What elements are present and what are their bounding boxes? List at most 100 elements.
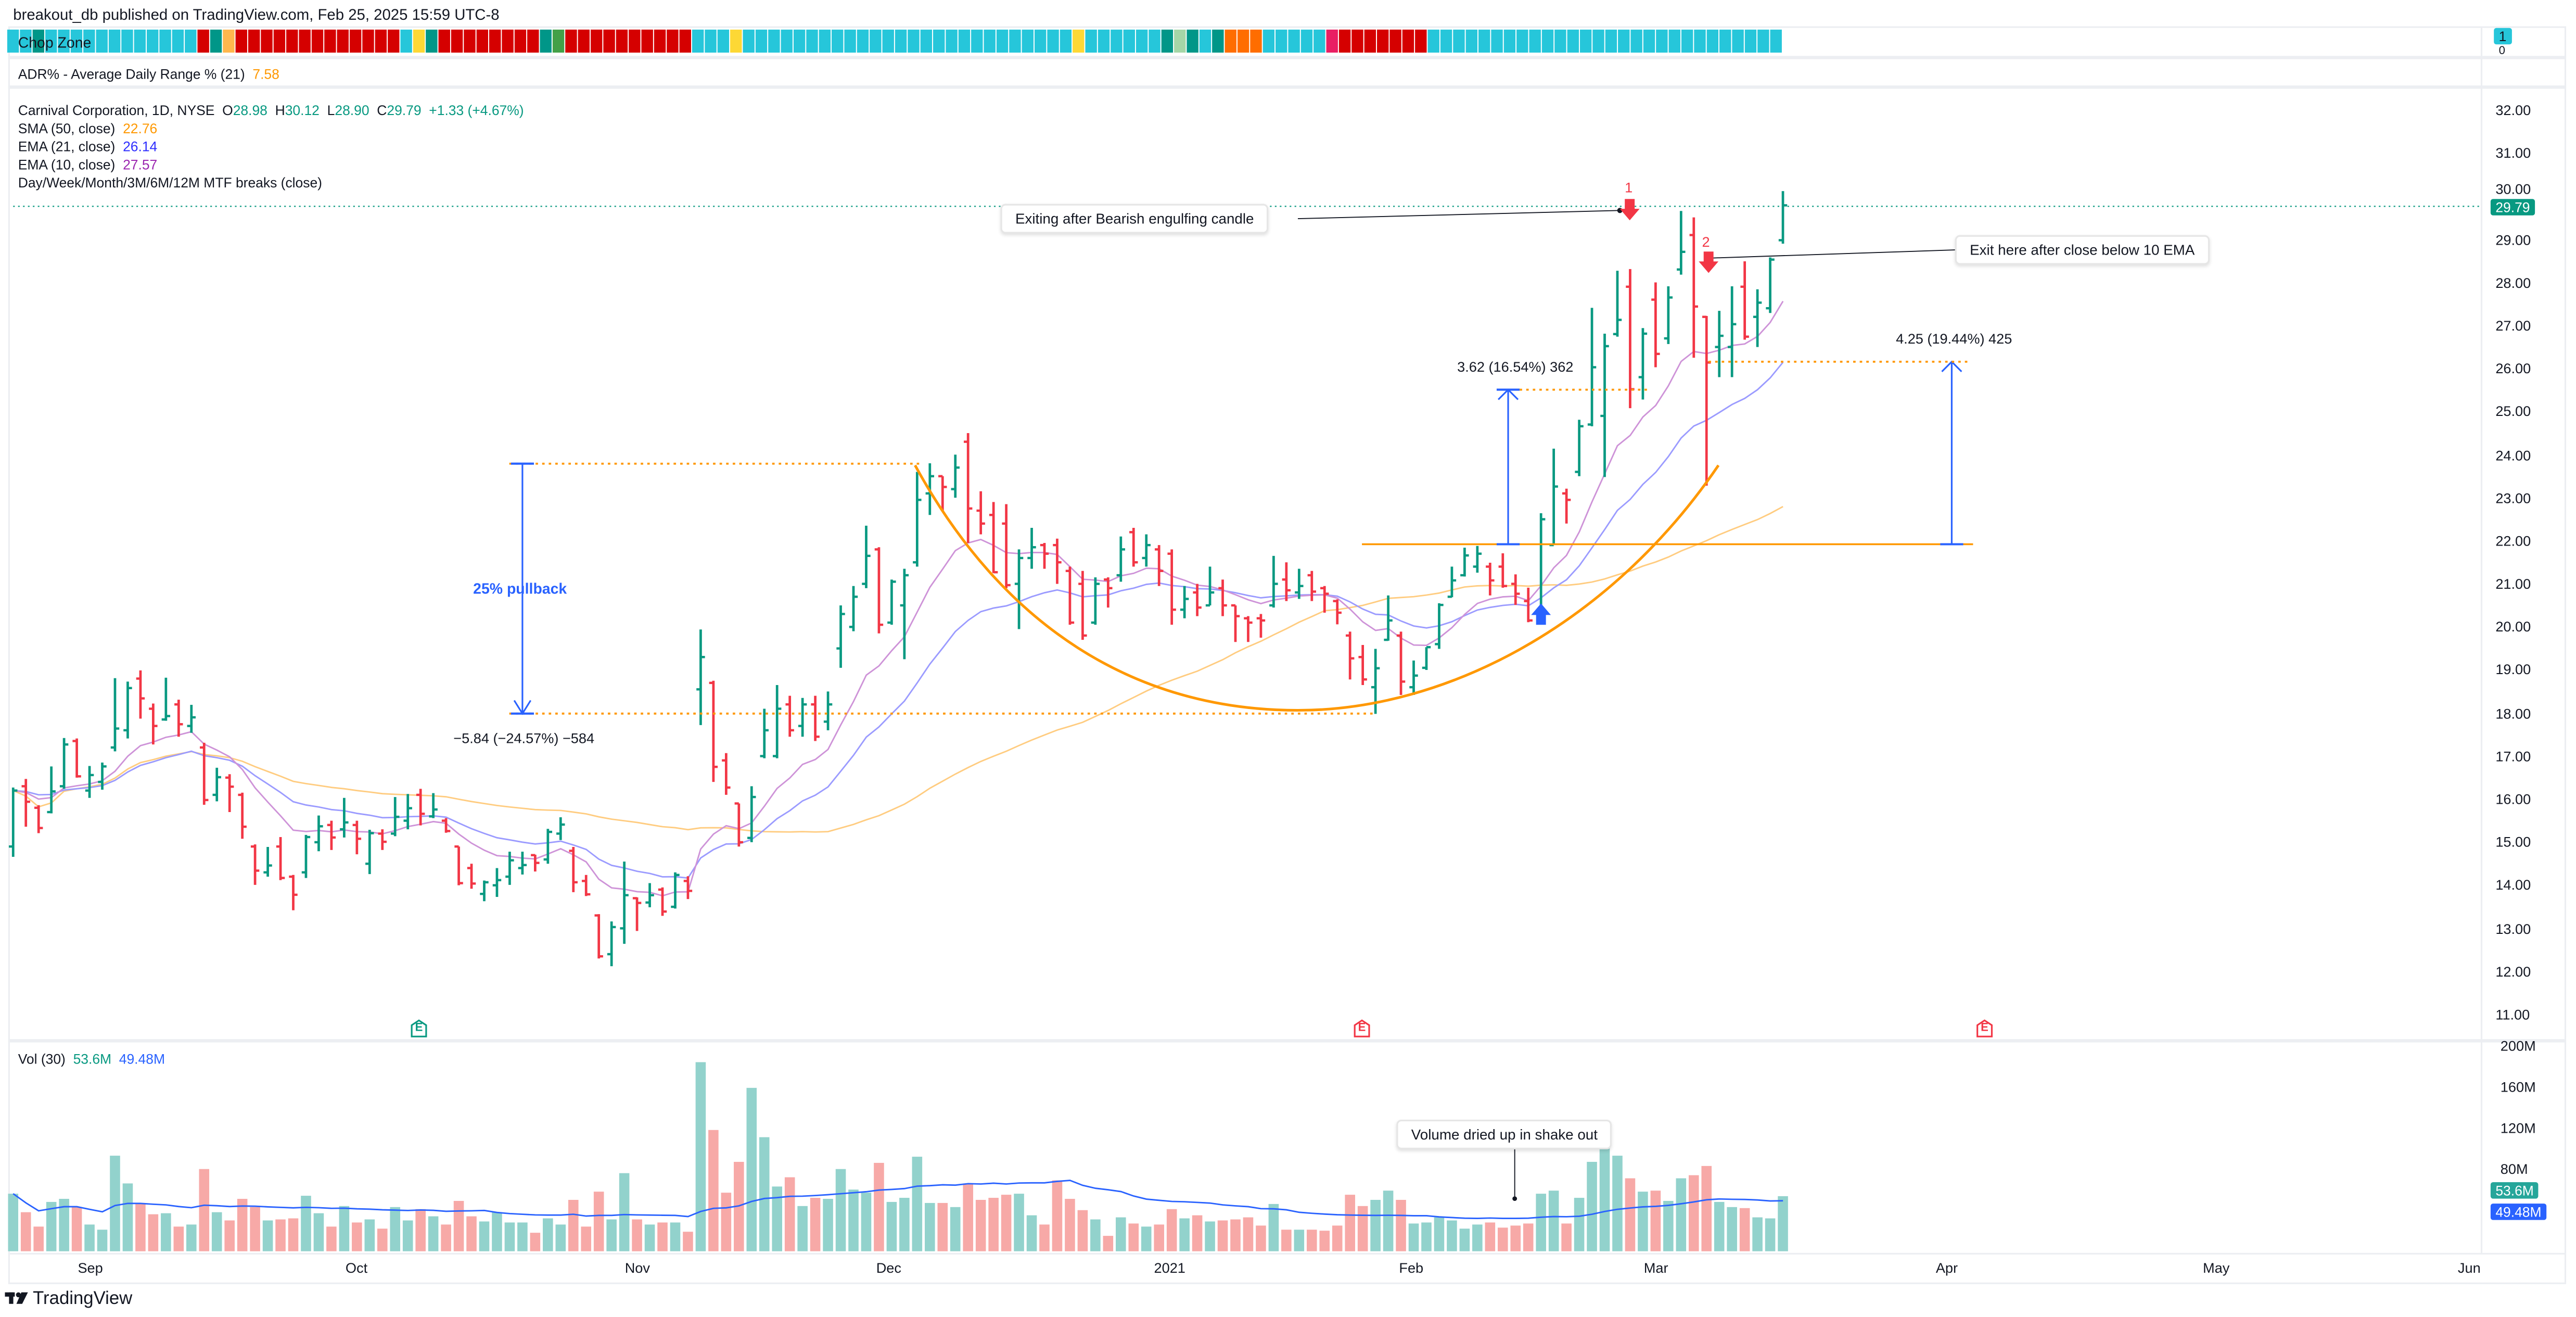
ema10-legend[interactable]: EMA (10, close) 27.57 [18, 156, 158, 173]
chop-zone-cell [1326, 29, 1338, 53]
chop-zone-cell [705, 29, 717, 53]
ohlc-bar [518, 852, 527, 875]
earnings-marker-icon[interactable]: E [411, 1019, 427, 1037]
chop-zone-cell [1656, 29, 1668, 53]
ohlc-bar [582, 875, 591, 896]
volume-bar [211, 1212, 222, 1251]
chop-zone-cell [1516, 29, 1528, 53]
chop-zone-cell [197, 29, 209, 53]
ohlc-bar [1104, 577, 1113, 608]
ohlc-bar [874, 547, 884, 634]
ohlc-bar [1078, 571, 1087, 640]
ohlc-bar [1753, 289, 1762, 347]
chop-zone-cell [565, 29, 577, 53]
ohlc-bar [276, 837, 285, 880]
volume-bar [657, 1222, 668, 1251]
chop-zone-cell [185, 29, 197, 53]
volume-axis-label: 160M [2500, 1079, 2536, 1095]
ohlc-bar [238, 792, 247, 839]
exit-1-arrow-icon [1619, 199, 1640, 221]
price-axis-label: 24.00 [2495, 446, 2531, 463]
volume-bar [148, 1214, 159, 1251]
earnings-marker-icon[interactable]: E [1354, 1019, 1370, 1037]
measure-1[interactable] [1496, 388, 1651, 546]
chop-zone-cell [920, 29, 933, 53]
volume-bar [1485, 1222, 1496, 1251]
ohlc-bar [110, 678, 120, 752]
volume-bar [1319, 1231, 1330, 1251]
ohlc-bar [72, 738, 81, 778]
chop-zone-cell [1618, 29, 1630, 53]
ohlc-bar [1091, 577, 1100, 625]
ohlc-bar [671, 872, 680, 909]
measure-2[interactable] [1708, 360, 1968, 546]
pullback-arrow-head [513, 700, 532, 715]
pullback-measure-label: −5.84 (−24.57%) −584 [453, 730, 595, 747]
pane-divider[interactable] [8, 1039, 2567, 1043]
chop-zone-cell [1276, 29, 1287, 53]
volume-bar [1574, 1198, 1585, 1251]
chop-zone-cell [349, 29, 362, 53]
volume-bar [186, 1224, 197, 1251]
volume-bar [1357, 1206, 1368, 1251]
chop-zone-cell [717, 29, 730, 53]
volume-bar [1370, 1199, 1381, 1251]
exit-1-callout[interactable]: Exiting after Bearish engulfing candle [1000, 204, 1269, 234]
chop-zone-cell [223, 29, 235, 53]
adr-legend[interactable]: ADR% - Average Daily Range % (21) 7.58 [18, 66, 279, 84]
volume-bar [1497, 1227, 1508, 1251]
volume-bar [1701, 1166, 1712, 1251]
chop-zone-cell [1402, 29, 1414, 53]
volume-bar [1510, 1225, 1521, 1251]
ohlc-bar [862, 525, 871, 588]
chop-zone-cell [1123, 29, 1135, 53]
price-axis-label: 12.00 [2495, 963, 2531, 980]
ohlc-bar [760, 708, 769, 758]
tradingview-brand[interactable]: TradingView [33, 1289, 133, 1309]
ohlc-bar [263, 847, 272, 877]
ema21-legend[interactable]: EMA (21, close) 26.14 [18, 138, 158, 155]
symbol-legend[interactable]: Carnival Corporation, 1D, NYSE O28.98 H3… [18, 102, 524, 119]
chop-zone-cell [1136, 29, 1148, 53]
chop-zone-cell [1376, 29, 1389, 53]
ohlc-bar [505, 852, 514, 885]
chop-zone-cell [426, 29, 438, 53]
chop-zone-cell [362, 29, 374, 53]
exit-2-callout[interactable]: Exit here after close below 10 EMA [1955, 235, 2210, 265]
ohlc-bar [1511, 574, 1520, 605]
mtf-legend[interactable]: Day/Week/Month/3M/6M/12M MTF breaks (clo… [18, 174, 322, 191]
chop-zone-value-badge: 1 [2494, 28, 2511, 45]
ohlc-bar [569, 847, 578, 892]
chop-zone-cell [58, 29, 70, 53]
time-axis-label: May [2203, 1259, 2230, 1276]
ohlc-bar [1333, 599, 1342, 625]
price-axis-label: 25.00 [2495, 403, 2531, 420]
change-value: +1.33 (+4.67%) [429, 102, 524, 119]
cup-curve[interactable] [914, 464, 1720, 712]
pane-divider[interactable] [8, 56, 2567, 59]
chop-zone-cell [375, 29, 387, 53]
pullback-label[interactable]: 25% pullback [473, 580, 567, 597]
pane-divider[interactable] [8, 85, 2567, 89]
ohlc-bar [1549, 448, 1558, 547]
chop-zone-cell [1579, 29, 1592, 53]
chop-zone-cell [210, 29, 222, 53]
chop-zone-cell [1529, 29, 1541, 53]
earnings-marker-icon[interactable]: E [1976, 1019, 1993, 1037]
volume-legend[interactable]: Vol (30) 53.6M 49.48M [18, 1050, 165, 1067]
ohlc-bar [773, 685, 782, 758]
ema21-line [13, 361, 1784, 879]
sma50-legend[interactable]: SMA (50, close) 22.76 [18, 120, 158, 137]
price-axis-label: 13.00 [2495, 920, 2531, 937]
chop-zone-cell [1199, 29, 1212, 53]
price-axis-label: 26.00 [2495, 360, 2531, 377]
volume-callout[interactable]: Volume dried up in shake out [1396, 1120, 1613, 1149]
volume-bar [1268, 1204, 1279, 1251]
ohlc-bar [531, 854, 540, 872]
ohlc-bar [1027, 528, 1036, 569]
ohlc-bar [85, 766, 94, 798]
ohlc-bar [900, 568, 909, 660]
chop-zone-cell [1503, 29, 1516, 53]
chop-zone-cell [857, 29, 869, 53]
